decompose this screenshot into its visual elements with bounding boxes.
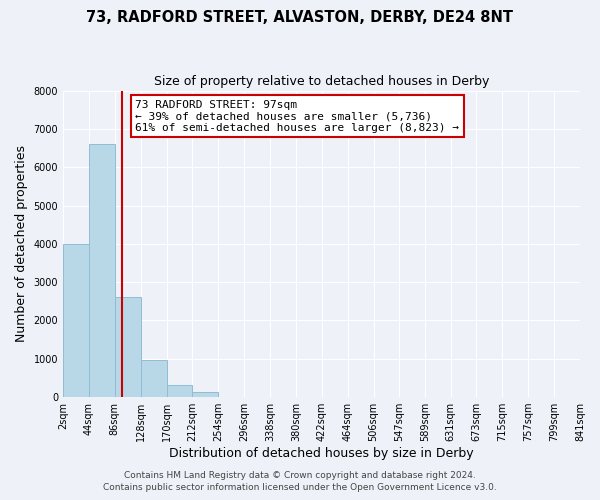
X-axis label: Distribution of detached houses by size in Derby: Distribution of detached houses by size … xyxy=(169,447,474,460)
Bar xyxy=(140,360,167,397)
Bar xyxy=(89,144,115,397)
Y-axis label: Number of detached properties: Number of detached properties xyxy=(15,146,28,342)
Text: Contains HM Land Registry data © Crown copyright and database right 2024.
Contai: Contains HM Land Registry data © Crown c… xyxy=(103,471,497,492)
Text: 73 RADFORD STREET: 97sqm
← 39% of detached houses are smaller (5,736)
61% of sem: 73 RADFORD STREET: 97sqm ← 39% of detach… xyxy=(136,100,460,133)
Title: Size of property relative to detached houses in Derby: Size of property relative to detached ho… xyxy=(154,75,489,88)
Bar xyxy=(115,298,140,397)
Bar xyxy=(193,392,218,397)
Text: 73, RADFORD STREET, ALVASTON, DERBY, DE24 8NT: 73, RADFORD STREET, ALVASTON, DERBY, DE2… xyxy=(86,10,514,25)
Bar xyxy=(63,244,89,397)
Bar xyxy=(167,385,193,397)
